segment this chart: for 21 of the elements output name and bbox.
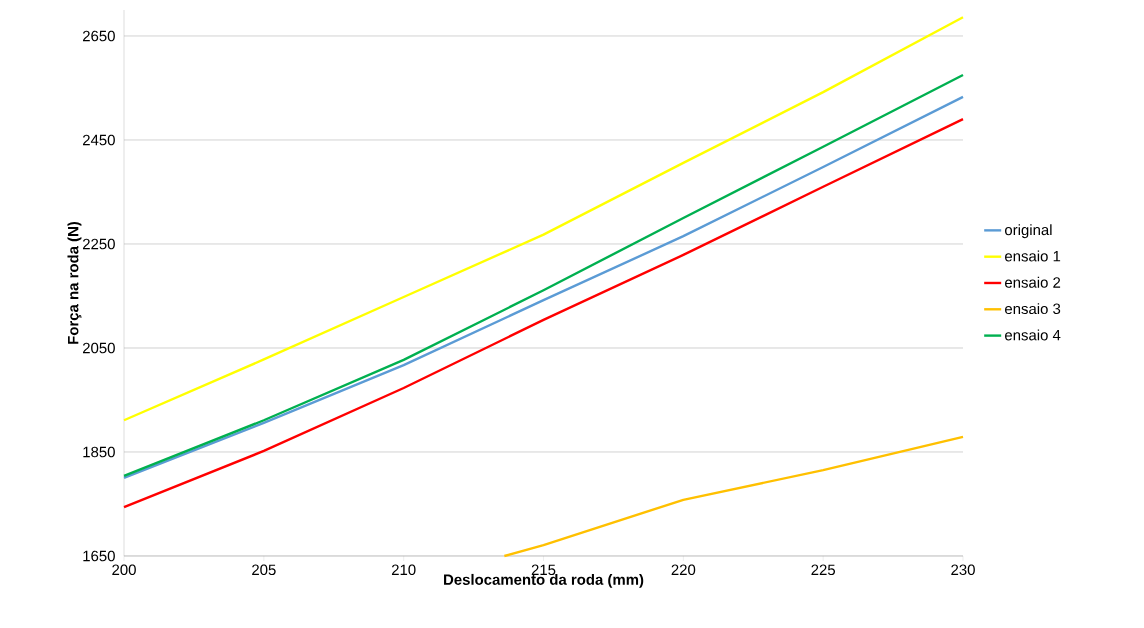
legend-label: ensaio 2 xyxy=(1005,276,1061,288)
x-tick-label: 215 xyxy=(531,564,556,576)
x-tick-label: 225 xyxy=(811,564,836,576)
x-tick-label: 205 xyxy=(252,564,276,576)
x-tick-label: 220 xyxy=(671,564,696,576)
x-tick-label: 210 xyxy=(391,564,416,576)
y-tick-label: 1650 xyxy=(83,550,115,562)
line-series xyxy=(122,16,965,422)
y-axis-title: Força na roda (N) xyxy=(67,221,82,344)
legend-label: ensaio 1 xyxy=(1005,250,1061,262)
y-tick-label: 2650 xyxy=(83,30,115,42)
legend-label: ensaio 4 xyxy=(1005,329,1061,341)
x-tick-label: 200 xyxy=(112,564,136,576)
legend-label: original xyxy=(1005,224,1052,239)
x-tick-label: 230 xyxy=(951,564,975,576)
y-tick-label: 2450 xyxy=(83,134,115,146)
legend-label: ensaio 3 xyxy=(1005,303,1061,315)
line-series xyxy=(503,435,965,558)
y-tick-label: 2050 xyxy=(83,342,115,354)
y-tick-label: 1850 xyxy=(83,446,115,458)
y-tick-label: 2250 xyxy=(83,238,115,250)
